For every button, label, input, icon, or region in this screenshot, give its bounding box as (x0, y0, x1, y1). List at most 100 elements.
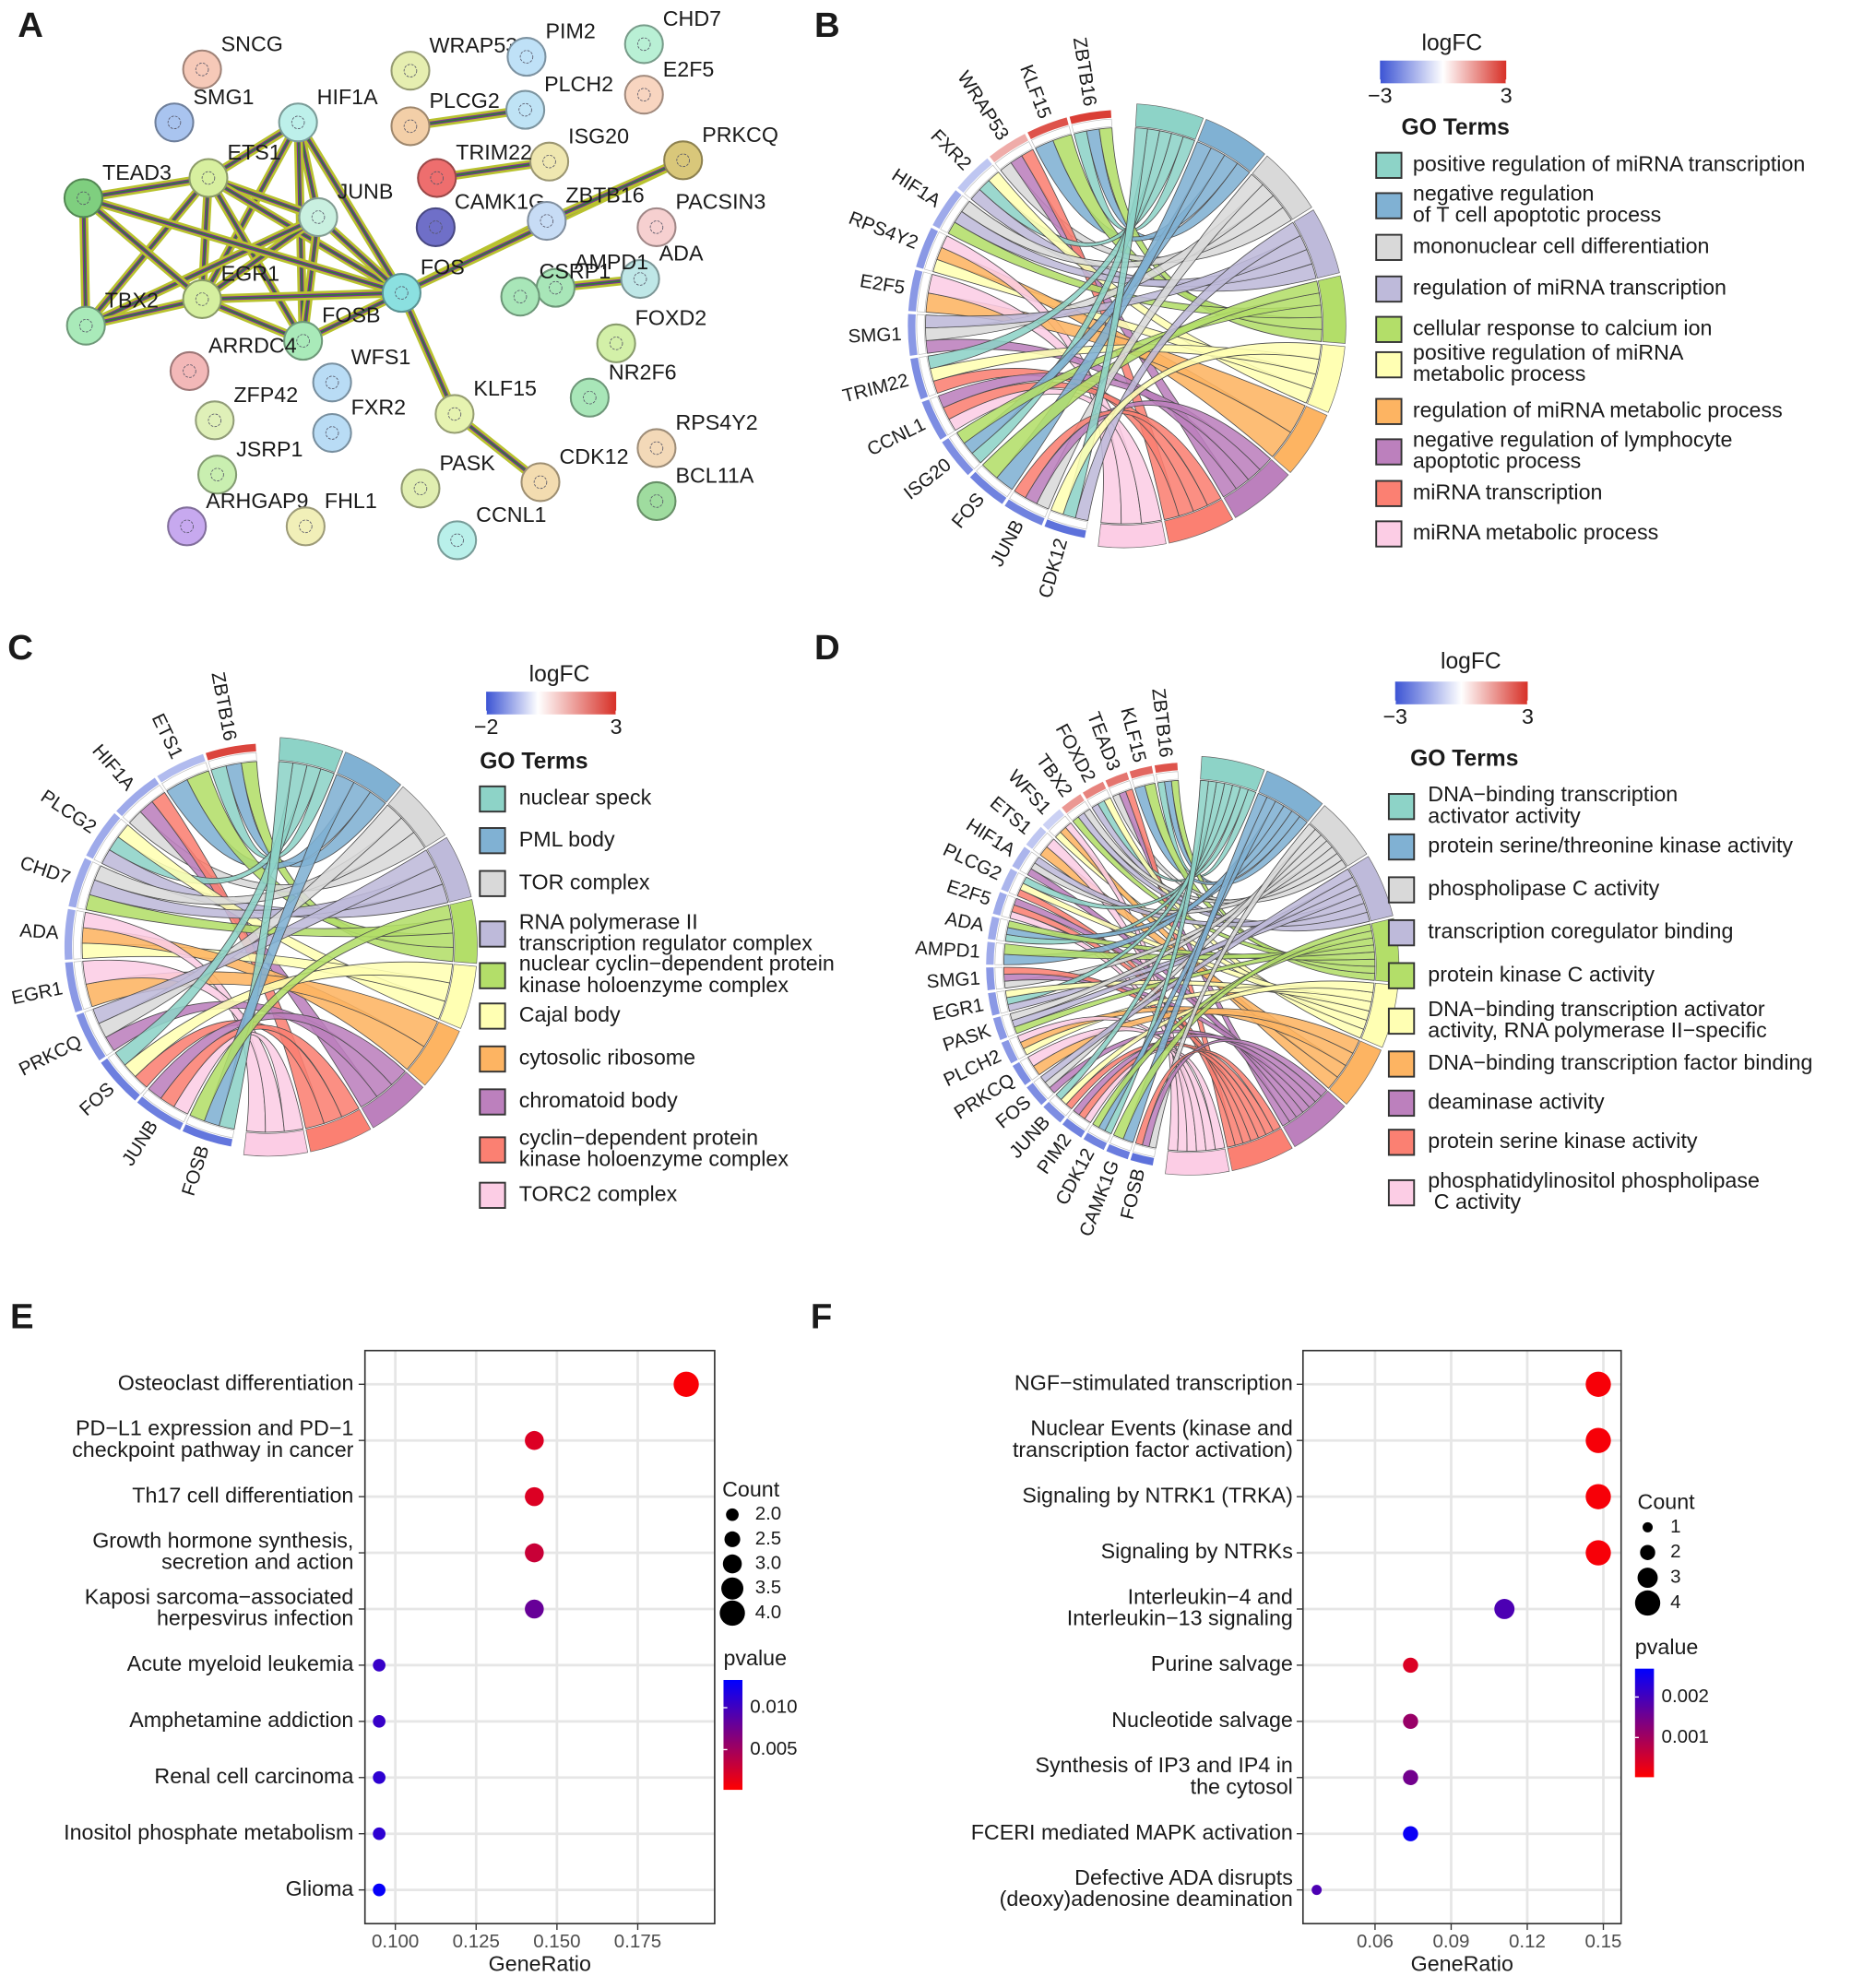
gene-arc-inner (1009, 491, 1049, 518)
node-structure (77, 191, 90, 206)
dot (1403, 1657, 1418, 1674)
gene-arc (157, 753, 206, 783)
gene-label: CDK12 (1035, 536, 1072, 600)
node-structure (210, 467, 224, 481)
gene-arc-inner (1019, 851, 1038, 875)
ribbon (92, 849, 436, 1024)
network-node (437, 520, 478, 561)
node-label: ZBTB16 (565, 183, 644, 207)
node-structure (649, 494, 664, 508)
y-tick-label: Nuclear Events (kinase and transcription … (1013, 1416, 1293, 1461)
gene-arc-inner (1109, 1135, 1133, 1152)
node-structure (325, 375, 339, 390)
gene-arc-inner (1019, 1057, 1039, 1081)
gene-arc-inner (122, 784, 165, 822)
gene-arc-inner (93, 818, 128, 864)
node-structure (676, 153, 690, 168)
network-edge (208, 177, 402, 294)
term-label: nuclear speck (519, 786, 652, 810)
y-tick-label: Nucleotide salvage (1111, 1708, 1293, 1732)
gene-arc (64, 908, 76, 960)
dot (1585, 1371, 1611, 1397)
node-structure (549, 280, 563, 295)
gene-arc (986, 941, 995, 965)
term-swatch (1387, 793, 1416, 821)
x-tick-label: 0.175 (614, 1931, 661, 1952)
y-tick-label: Signaling by NTRK1 (TRKA) (1022, 1483, 1293, 1507)
dot (1403, 1826, 1418, 1841)
gene-arc-inner (1156, 771, 1179, 782)
term-arc (1329, 1040, 1382, 1105)
gene-arc-inner (916, 314, 927, 355)
dot (373, 1659, 386, 1672)
node-label: ADA (659, 242, 704, 266)
dot-plot: 0.06 0.09 0.12 0.15 NGF−stimulated transcrip… (971, 1349, 1709, 1976)
term-swatch (479, 1181, 506, 1209)
node-structure (325, 426, 339, 440)
gene-arc-inner (996, 990, 1009, 1014)
colorbar-tick-label: −2 (474, 715, 499, 739)
node-label: PACSIN3 (675, 190, 765, 214)
node-structure (299, 519, 313, 534)
node-label: FOXD2 (635, 305, 707, 329)
term-arc (1348, 856, 1394, 922)
y-tick-label: Synthesis of IP3 and IP4 in the cytosol (1035, 1753, 1292, 1798)
colorbar-tick-label: 3 (1501, 84, 1513, 108)
node-structure (583, 390, 597, 405)
node-structure (195, 63, 209, 77)
ribbon (1050, 342, 1322, 515)
y-tick-label: Osteoclast differentiation (118, 1370, 354, 1394)
size-legend-dot (1643, 1521, 1653, 1532)
gene-arc-inner (1001, 894, 1016, 918)
logfc-colorbar (1380, 60, 1507, 84)
gene-arc (1004, 499, 1045, 526)
term-label: cytosolic ribosome (519, 1046, 695, 1070)
term-label: positive regulation of miRNA transcripti… (1413, 151, 1805, 175)
gene-label: KLF15 (1116, 705, 1150, 764)
gene-arc (1043, 1101, 1065, 1123)
node-structure (450, 533, 464, 548)
node-label: RPS4Y2 (675, 410, 757, 434)
term-label: regulation of miRNA metabolic process (1413, 397, 1783, 421)
term-arc (1252, 155, 1312, 220)
network-node (312, 362, 352, 403)
term-swatch (479, 1045, 506, 1073)
pvalue-colorbar (723, 1679, 743, 1791)
term-arc (1273, 406, 1328, 473)
y-tick-label: Kaposi sarcoma−associated herpesvirus inf… (85, 1584, 354, 1629)
network-edge (546, 160, 684, 222)
ribbon (1134, 1049, 1281, 1146)
gene-arc (1026, 1083, 1048, 1106)
dot (373, 1827, 386, 1840)
term-arc (1227, 1128, 1293, 1172)
gene-arc (992, 892, 1007, 917)
node-label: ARRDC4 (208, 334, 297, 358)
term-arc (1165, 1148, 1230, 1176)
ribbon (1060, 980, 1375, 1106)
term-arc (407, 1021, 460, 1086)
node-structure (519, 50, 534, 64)
node-label: FXR2 (351, 396, 406, 420)
term-label: transcription coregulator binding (1428, 919, 1733, 943)
node-label: HIF1A (317, 85, 378, 109)
node-structure (78, 318, 93, 333)
term-arc (387, 786, 446, 848)
size-legend-dot (1637, 1568, 1658, 1589)
network-node (65, 305, 106, 346)
gene-arc (1154, 763, 1179, 774)
ribbon (189, 904, 452, 1122)
network-node (529, 141, 570, 182)
gene-arc-inner (1086, 788, 1110, 808)
node-structure (609, 337, 623, 350)
node-label: CHD7 (663, 6, 721, 30)
gene-arc (942, 438, 974, 476)
term-swatch (1375, 397, 1403, 425)
term-arc (1164, 499, 1234, 544)
node-label: FOSB (322, 303, 380, 327)
gene-arc-inner (1030, 125, 1072, 148)
gene-arc-inner (73, 961, 92, 1011)
network-node (417, 158, 457, 198)
gene-label: KLF15 (1015, 62, 1055, 122)
node-structure (180, 519, 194, 534)
network-node (506, 37, 547, 77)
